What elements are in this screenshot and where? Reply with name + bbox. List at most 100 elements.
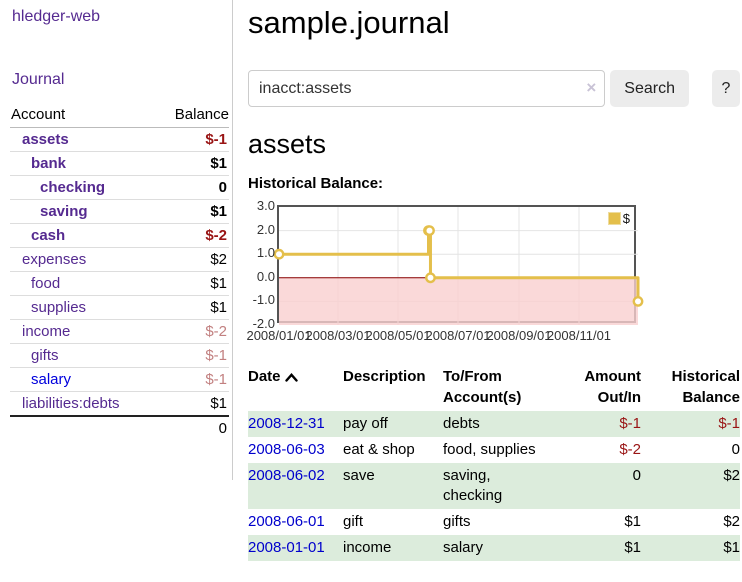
table-row: 2008-06-01 gift gifts $1 $2 — [248, 509, 740, 535]
x-axis-tick-label: 2008/05/01 — [365, 328, 431, 343]
table-row: 2008-06-02 save saving, checking 0 $2 — [248, 463, 740, 509]
account-link-assets[interactable]: assets — [22, 131, 69, 148]
account-row: food $1 — [10, 271, 229, 296]
accounts-table: Account Balance assets $-1 bank $1 checking 0… — [10, 103, 229, 440]
accounts-tbody: assets $-1 bank $1 checking 0 saving $1 cash $-2 e… — [10, 128, 229, 416]
transaction-balance: $1 — [641, 535, 740, 561]
accounts-total-row: 0 — [10, 415, 229, 440]
y-axis-tick-label: -2.0 — [252, 316, 275, 331]
search-input[interactable] — [248, 70, 606, 107]
account-balance: $1 — [155, 391, 229, 416]
account-row: liabilities:debts $1 — [10, 391, 229, 416]
account-row: cash $-2 — [10, 223, 229, 248]
y-axis-tick-label: 0.0 — [256, 268, 275, 284]
x-axis-tick-label: 2008/01/01 — [246, 328, 312, 343]
account-link-cash[interactable]: cash — [31, 227, 66, 244]
table-row: 2008-12-31 pay off debts $-1 $-1 — [248, 411, 740, 437]
historical-balance-chart: $ 3.0 2.0 1.0 0.0 -1.0 -2.0 2008/01/01 2008/03/… — [246, 198, 740, 344]
transaction-date-link[interactable]: 2008-06-01 — [248, 513, 325, 530]
transaction-balance: 0 — [731, 441, 740, 458]
account-balance: $1 — [155, 151, 229, 176]
transaction-amount: $1 — [624, 513, 641, 530]
transaction-accounts: gifts — [443, 513, 471, 530]
account-balance: $1 — [155, 199, 229, 224]
account-heading: assets — [248, 129, 327, 159]
legend-label: $ — [622, 211, 630, 226]
transaction-accounts: debts — [443, 411, 568, 437]
transaction-accounts: salary — [443, 535, 568, 561]
transaction-balance: $2 — [641, 463, 740, 509]
account-balance: $-1 — [205, 131, 227, 148]
register-table: Date Description To/From Account(s) Amou… — [248, 364, 740, 561]
account-link-checking[interactable]: checking — [40, 179, 106, 196]
transaction-date-link[interactable]: 2008-01-01 — [248, 539, 325, 556]
transaction-accounts: food, supplies — [443, 441, 536, 458]
sidebar: hledger-web Journal Account Balance asse… — [0, 0, 233, 480]
account-link-income[interactable]: income — [22, 323, 71, 340]
sort-ascending-icon — [284, 372, 298, 382]
transaction-date-link[interactable]: 2008-06-02 — [248, 467, 325, 484]
y-axis-tick-label: -1.0 — [252, 292, 275, 308]
transaction-accounts: saving, checking — [443, 463, 568, 509]
x-axis-tick-label: 2008/09/01 — [486, 328, 552, 343]
account-link-salary[interactable]: salary — [31, 371, 72, 388]
transaction-description: income — [343, 535, 443, 561]
x-axis-tick-label: 2008/07/01 — [425, 328, 491, 343]
account-row: expenses $2 — [10, 247, 229, 272]
clear-search-icon[interactable]: × — [586, 78, 597, 97]
account-balance: $-1 — [155, 343, 229, 368]
account-row: bank $1 — [10, 151, 229, 176]
transaction-description: save — [343, 463, 443, 509]
x-axis-tick-label: 2008/11/01 — [546, 328, 612, 343]
transaction-description: gift — [343, 513, 364, 530]
transaction-description: pay off — [343, 411, 443, 437]
account-link-gifts[interactable]: gifts — [31, 347, 59, 364]
table-row: 2008-06-03 eat & shop food, supplies $-2 0 — [248, 437, 740, 463]
help-button[interactable]: ? — [712, 70, 740, 107]
account-row: gifts $-1 — [10, 343, 229, 368]
transaction-balance: $-1 — [641, 411, 740, 437]
account-balance: $1 — [155, 295, 229, 320]
account-balance: $-2 — [155, 223, 229, 248]
account-link-liabilities-debts[interactable]: liabilities:debts — [22, 395, 120, 412]
chart-legend: $ — [607, 211, 630, 226]
transaction-balance: $2 — [723, 513, 740, 530]
chart-title: Historical Balance: — [248, 175, 384, 192]
y-axis-tick-label: 2.0 — [256, 221, 275, 237]
account-link-bank[interactable]: bank — [31, 155, 67, 172]
account-link-expenses[interactable]: expenses — [22, 251, 87, 268]
account-balance: 0 — [155, 175, 229, 200]
transaction-amount: 0 — [568, 463, 641, 509]
account-balance: $1 — [155, 271, 229, 296]
column-header-balance: Historical Balance — [671, 368, 740, 406]
transaction-date-link[interactable]: 2008-06-03 — [248, 441, 325, 458]
account-row: salary $-1 — [10, 367, 229, 392]
sidebar-item-journal[interactable]: Journal — [12, 71, 65, 88]
transaction-amount: $-2 — [619, 441, 641, 458]
legend-swatch-icon — [607, 212, 621, 225]
account-balance: $2 — [155, 247, 229, 272]
table-row: 2008-01-01 income salary $1 $1 — [248, 535, 740, 561]
transaction-date-link[interactable]: 2008-12-31 — [248, 415, 325, 432]
main-content: sample.journal × Search ? assets Histori… — [246, 0, 740, 561]
column-header-amount: Amount Out/In — [584, 368, 641, 406]
chart-plot-area[interactable]: $ 3.0 2.0 1.0 0.0 -1.0 -2.0 2008/01/01 2008/03/… — [246, 198, 644, 343]
app-title-link[interactable]: hledger-web — [12, 8, 101, 25]
account-row: checking 0 — [10, 175, 229, 200]
account-link-saving[interactable]: saving — [40, 203, 88, 220]
transaction-amount: $-1 — [568, 411, 641, 437]
accounts-header-balance: Balance — [155, 103, 229, 128]
x-axis-tick-label: 2008/03/01 — [305, 328, 371, 343]
account-row: income $-2 — [10, 319, 229, 344]
accounts-header-account: Account — [10, 103, 156, 128]
y-axis-tick-label: 3.0 — [256, 198, 275, 213]
y-axis-tick-label: 1.0 — [256, 245, 275, 261]
column-header-date[interactable]: Date — [248, 364, 343, 411]
account-link-food[interactable]: food — [31, 275, 61, 292]
search-button[interactable]: Search — [610, 70, 689, 107]
register-tbody: 2008-12-31 pay off debts $-1 $-1 2008-06-03 ea… — [248, 411, 740, 561]
account-link-supplies[interactable]: supplies — [31, 299, 87, 316]
account-balance: $-1 — [155, 367, 229, 392]
transaction-description: eat & shop — [343, 441, 415, 458]
account-row: assets $-1 — [10, 128, 229, 152]
